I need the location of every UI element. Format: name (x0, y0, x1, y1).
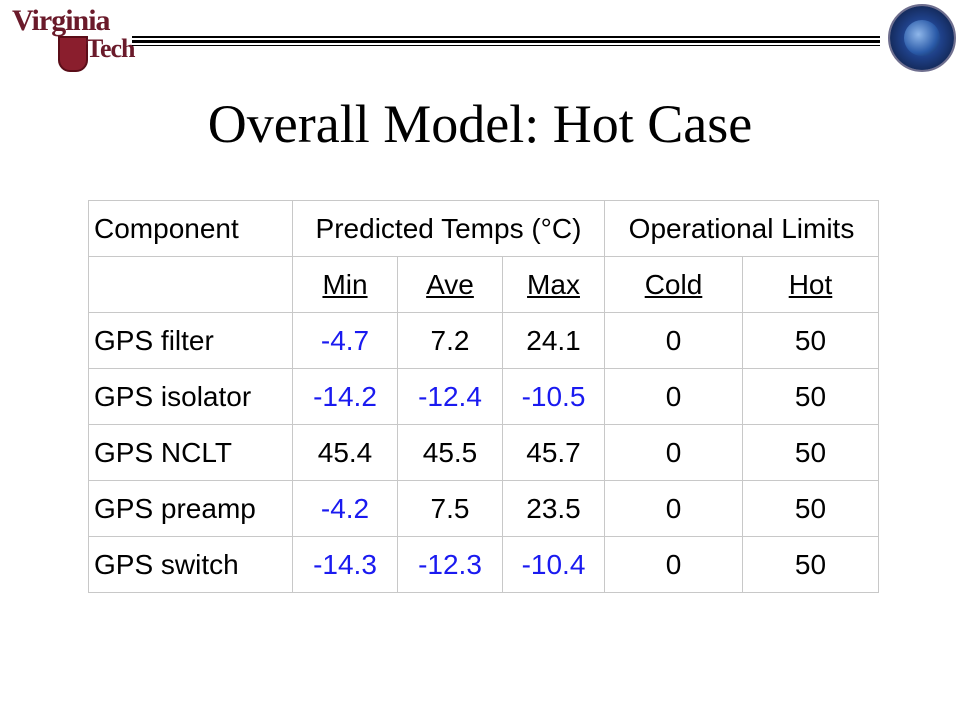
cell-ave: 7.2 (397, 312, 503, 369)
logo-word-virginia: Virginia (12, 4, 111, 37)
sub-header-row: Min Ave Max Cold Hot (88, 256, 879, 313)
cell-component: GPS switch (88, 536, 293, 593)
header-empty-cell (88, 256, 293, 313)
header-max: Max (502, 256, 605, 313)
cell-hot: 50 (742, 536, 879, 593)
cell-hot: 50 (742, 480, 879, 537)
header-component: Component (88, 200, 293, 257)
cell-ave: -12.4 (397, 368, 503, 425)
cell-component: GPS isolator (88, 368, 293, 425)
table-row: GPS NCLT 45.4 45.5 45.7 0 50 (88, 424, 879, 481)
cell-max: 24.1 (502, 312, 605, 369)
header-predicted-temps: Predicted Temps (°C) (292, 200, 605, 257)
header-ave: Ave (397, 256, 503, 313)
cell-hot: 50 (742, 312, 879, 369)
table-row: GPS switch -14.3 -12.3 -10.4 0 50 (88, 536, 879, 593)
cell-max: -10.4 (502, 536, 605, 593)
header-min: Min (292, 256, 398, 313)
cell-min: 45.4 (292, 424, 398, 481)
mission-emblem-icon (888, 4, 956, 72)
cell-hot: 50 (742, 368, 879, 425)
cell-component: GPS preamp (88, 480, 293, 537)
cell-cold: 0 (604, 312, 743, 369)
slide-title: Overall Model: Hot Case (207, 94, 753, 154)
cell-hot: 50 (742, 424, 879, 481)
cell-min: -4.7 (292, 312, 398, 369)
temperature-table: Component Predicted Temps (°C) Operation… (88, 200, 879, 593)
cell-max: -10.5 (502, 368, 605, 425)
header-hot: Hot (742, 256, 879, 313)
header-cold: Cold (604, 256, 743, 313)
cell-max: 23.5 (502, 480, 605, 537)
cell-component: GPS filter (88, 312, 293, 369)
cell-ave: 7.5 (397, 480, 503, 537)
header-operational-limits: Operational Limits (604, 200, 879, 257)
table-row: GPS preamp -4.2 7.5 23.5 0 50 (88, 480, 879, 537)
cell-max: 45.7 (502, 424, 605, 481)
table-row: GPS filter -4.7 7.2 24.1 0 50 (88, 312, 879, 369)
temperature-table-wrap: Component Predicted Temps (°C) Operation… (88, 200, 879, 593)
cell-min: -4.2 (292, 480, 398, 537)
logo-word-tech: Tech (86, 34, 135, 63)
cell-ave: 45.5 (397, 424, 503, 481)
cell-cold: 0 (604, 536, 743, 593)
cell-ave: -12.3 (397, 536, 503, 593)
emblem-globe-icon (904, 20, 940, 56)
virginia-tech-logo: Virginia Tech (8, 2, 148, 72)
cell-cold: 0 (604, 480, 743, 537)
cell-min: -14.2 (292, 368, 398, 425)
cell-min: -14.3 (292, 536, 398, 593)
logo-shield-icon (58, 36, 88, 72)
cell-cold: 0 (604, 368, 743, 425)
header-rule (132, 36, 880, 46)
cell-cold: 0 (604, 424, 743, 481)
cell-component: GPS NCLT (88, 424, 293, 481)
table-row: GPS isolator -14.2 -12.4 -10.5 0 50 (88, 368, 879, 425)
group-header-row: Component Predicted Temps (°C) Operation… (88, 200, 879, 257)
